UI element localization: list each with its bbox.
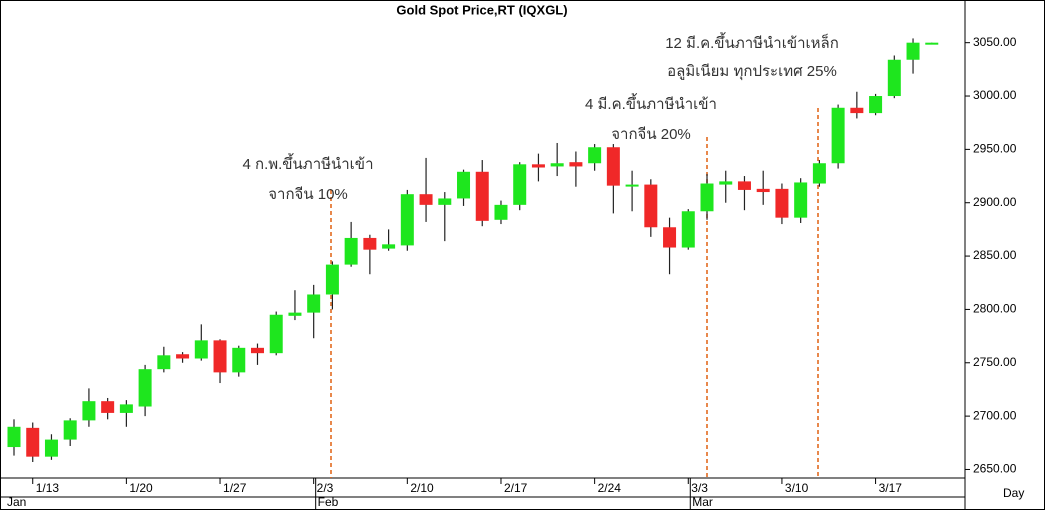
- month-label: Feb: [318, 495, 339, 509]
- candle-body: [288, 312, 302, 316]
- candle-body: [494, 204, 508, 220]
- candle-body: [719, 181, 733, 185]
- candle-body: [794, 182, 808, 218]
- y-tick-label: 3050.00: [973, 35, 1017, 49]
- candle-body: [269, 314, 283, 354]
- month-label: Mar: [692, 495, 713, 509]
- candle-body: [213, 340, 227, 373]
- x-tick-label: 1/20: [129, 481, 153, 495]
- candle-body: [119, 404, 133, 413]
- x-tick-label: 3/17: [879, 481, 903, 495]
- month-label: Jan: [7, 495, 26, 509]
- candle-body: [194, 340, 208, 359]
- candle-body: [307, 294, 321, 313]
- candle-body: [26, 427, 40, 457]
- candle-body: [101, 401, 115, 413]
- candle-body: [232, 347, 246, 373]
- candle-body: [82, 401, 96, 421]
- candle-body: [850, 107, 864, 114]
- candle-body: [419, 194, 433, 205]
- candle-body: [457, 171, 471, 199]
- y-tick-label: 2750.00: [973, 355, 1017, 369]
- candle-body: [625, 184, 639, 187]
- x-tick-label: 1/27: [223, 481, 247, 495]
- annotation: จากจีน 20%: [611, 126, 691, 143]
- candle-body: [775, 188, 789, 218]
- candle-body: [157, 355, 171, 370]
- y-tick-label: 2900.00: [973, 195, 1017, 209]
- candle-body: [531, 164, 545, 168]
- candle-body: [7, 426, 21, 448]
- candle-body: [569, 162, 583, 167]
- candle-body: [606, 147, 620, 186]
- x-tick-label: 2/3: [317, 481, 334, 495]
- candle-body: [325, 264, 339, 295]
- candle-body: [663, 227, 677, 248]
- annotation: 12 มี.ค.ขึ้นภาษีนำเข้าเหล็ก: [665, 32, 839, 52]
- candle-body: [831, 107, 845, 164]
- candle-body: [400, 194, 414, 246]
- annotation: อลูมิเนียม ทุกประเทศ 25%: [667, 63, 837, 81]
- annotation: จากจีน 10%: [268, 186, 348, 203]
- y-tick-label: 2800.00: [973, 302, 1017, 316]
- x-tick-label: 2/24: [598, 481, 622, 495]
- candle-body: [63, 420, 77, 440]
- candle-body: [681, 211, 695, 248]
- annotation: 4 มี.ค.ขึ้นภาษีนำเข้า: [585, 93, 717, 113]
- candle-body: [588, 147, 602, 164]
- y-tick-label: 2850.00: [973, 248, 1017, 262]
- candle-body: [475, 171, 489, 221]
- candle-body: [756, 188, 770, 193]
- candle-body: [644, 184, 658, 228]
- candle-body: [550, 163, 564, 167]
- chart-title: Gold Spot Price,RT (IQXGL): [396, 2, 567, 17]
- y-tick-label: 2650.00: [973, 462, 1017, 476]
- candle-body: [737, 181, 751, 190]
- candle-body: [925, 42, 939, 45]
- candle-body: [513, 164, 527, 205]
- x-tick-label: 2/10: [410, 481, 434, 495]
- candle-body: [382, 244, 396, 249]
- candle-body: [176, 354, 190, 359]
- y-tick-label: 2950.00: [973, 142, 1017, 156]
- y-tick-label: 2700.00: [973, 408, 1017, 422]
- candle-body: [906, 42, 920, 60]
- candle-body: [138, 369, 152, 407]
- annotation: 4 ก.พ.ขึ้นภาษีนำเข้า: [242, 153, 373, 173]
- x-tick-label: 1/13: [36, 481, 60, 495]
- x-axis-label: Day: [1003, 486, 1024, 500]
- candle-body: [887, 59, 901, 97]
- x-tick-label: 2/17: [504, 481, 528, 495]
- candle-body: [812, 163, 826, 184]
- candle-body: [344, 237, 358, 265]
- y-tick-label: 3000.00: [973, 88, 1017, 102]
- x-tick-label: 3/3: [691, 481, 708, 495]
- candle-body: [438, 198, 452, 205]
- candle-body: [869, 96, 883, 114]
- candle-body: [44, 439, 58, 457]
- candle-body: [250, 347, 264, 354]
- candle-body: [700, 183, 714, 212]
- candle-body: [363, 237, 377, 250]
- x-tick-label: 3/10: [785, 481, 809, 495]
